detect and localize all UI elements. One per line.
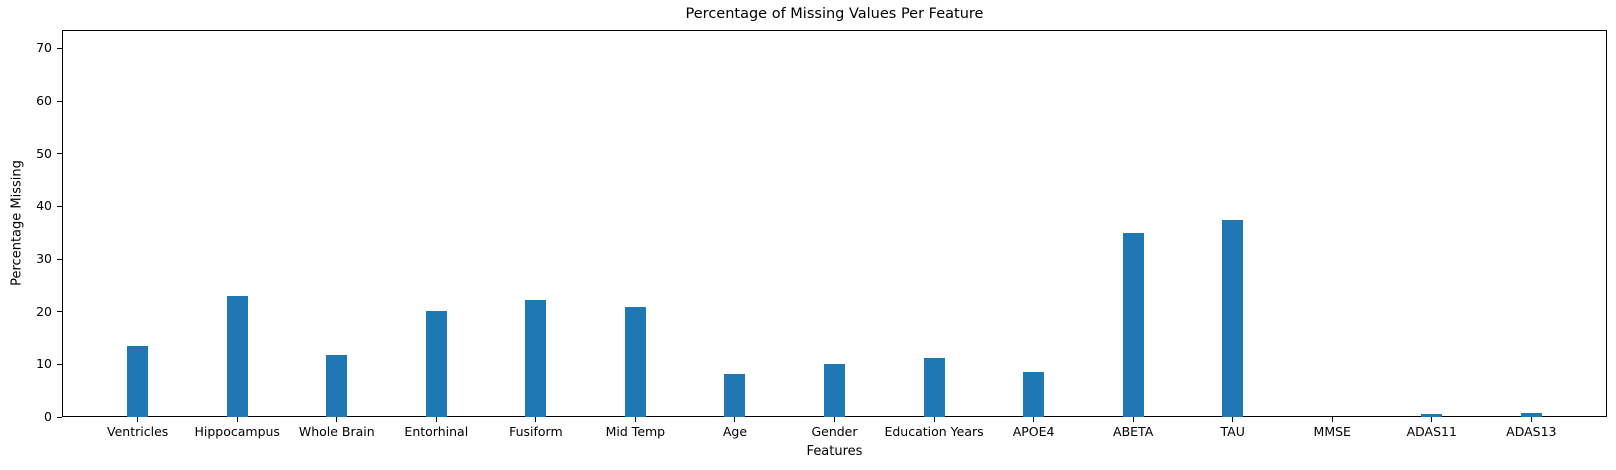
y-tick-label: 40 <box>36 198 52 214</box>
x-tick-label: Gender <box>811 424 858 439</box>
bar-gender <box>824 364 845 417</box>
bar-apoe4 <box>1023 372 1045 417</box>
x-tick-mark <box>933 417 935 422</box>
bar-entorhinal <box>425 311 447 417</box>
x-tick-label: Entorhinal <box>404 424 469 439</box>
x-tick-label: MMSE <box>1313 424 1351 439</box>
x-tick-mark <box>535 417 537 422</box>
bar-adas11 <box>1421 414 1443 417</box>
bar-fusiform <box>525 300 547 417</box>
y-tick-mark <box>57 47 62 49</box>
bar-hippocampus <box>226 295 248 417</box>
x-tick-mark <box>1530 417 1532 422</box>
x-tick-mark <box>1132 417 1134 422</box>
bar-age <box>724 373 746 417</box>
x-tick-label: Whole Brain <box>298 424 375 439</box>
bar-mid-temp <box>624 307 646 417</box>
bar-ventricles <box>127 346 149 417</box>
y-tick-mark <box>57 205 62 207</box>
y-tick-label: 20 <box>36 303 52 319</box>
x-tick-mark <box>236 417 238 422</box>
bar-abeta <box>1122 232 1144 417</box>
x-tick-mark <box>336 417 338 422</box>
chart-title: Percentage of Missing Values Per Feature <box>685 6 984 22</box>
y-tick-mark <box>57 363 62 365</box>
x-tick-label: Fusiform <box>509 424 563 439</box>
y-tick-label: 60 <box>36 93 52 109</box>
x-tick-mark <box>1033 417 1035 422</box>
x-tick-mark <box>1331 417 1333 422</box>
x-tick-label: Hippocampus <box>194 424 280 439</box>
x-tick-mark <box>734 417 736 422</box>
y-tick-label: 50 <box>36 145 52 161</box>
x-tick-mark <box>137 417 139 422</box>
y-tick-label: 30 <box>36 251 52 267</box>
x-tick-mark <box>1431 417 1433 422</box>
y-tick-label: 10 <box>36 356 52 372</box>
bar-tau <box>1222 220 1244 417</box>
y-tick-mark <box>57 258 62 260</box>
x-tick-label: ADAS13 <box>1506 424 1557 439</box>
x-axis-label: Features <box>806 444 863 459</box>
bar-whole-brain <box>326 354 348 417</box>
y-tick-label: 0 <box>44 409 52 424</box>
x-tick-label: ABETA <box>1113 424 1154 439</box>
y-tick-mark <box>57 311 62 313</box>
x-tick-label: TAU <box>1220 424 1245 439</box>
y-tick-mark <box>57 153 62 155</box>
x-tick-mark <box>1232 417 1234 422</box>
x-tick-mark <box>634 417 636 422</box>
x-tick-label: Ventricles <box>107 424 169 439</box>
plot-area <box>62 30 1607 417</box>
x-tick-mark <box>834 417 835 422</box>
bar-education-years <box>923 358 945 417</box>
y-tick-mark <box>57 100 62 102</box>
y-tick-label: 70 <box>36 40 52 56</box>
y-tick-mark <box>57 416 62 418</box>
bar-adas13 <box>1520 413 1542 417</box>
x-tick-label: Education Years <box>884 424 984 439</box>
x-tick-mark <box>435 417 437 422</box>
x-tick-label: ADAS11 <box>1406 424 1457 439</box>
x-tick-label: Age <box>722 424 748 439</box>
x-tick-label: Mid Temp <box>605 424 666 439</box>
x-tick-label: APOE4 <box>1012 424 1055 439</box>
